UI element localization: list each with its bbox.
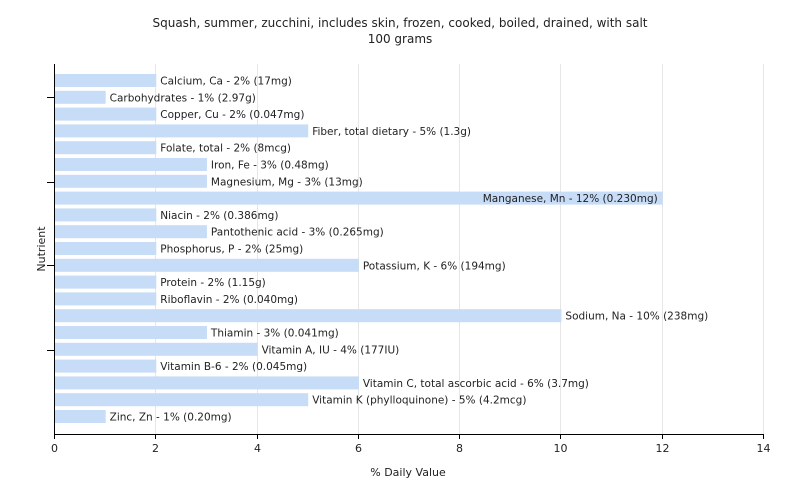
bar (55, 342, 258, 356)
bar-label: Vitamin A, IU - 4% (177IU) (262, 344, 400, 356)
grid-lines (155, 64, 764, 434)
chart-title-block: Squash, summer, zucchini, includes skin,… (0, 15, 800, 47)
x-tick-label: 2 (152, 442, 159, 455)
bar-label: Protein - 2% (1.15g) (160, 277, 266, 289)
bar-label: Potassium, K - 6% (194mg) (363, 260, 506, 272)
bar (55, 124, 309, 138)
chart-subtitle: 100 grams (367, 32, 433, 46)
bar (55, 410, 106, 423)
x-tick-label: 0 (51, 442, 58, 455)
bar (55, 376, 359, 390)
bar-label: Folate, total - 2% (8mcg) (160, 143, 291, 155)
x-tick-label: 4 (254, 442, 261, 455)
bar-label: Thiamin - 3% (0.041mg) (210, 328, 339, 340)
bar (55, 292, 157, 306)
bar-label: Calcium, Ca - 2% (17mg) (160, 76, 292, 88)
bar-label: Carbohydrates - 1% (2.97g) (110, 92, 256, 104)
bar (55, 275, 157, 289)
bar (55, 174, 207, 188)
bar-label: Sodium, Na - 10% (238mg) (565, 311, 708, 323)
bar-label: Magnesium, Mg - 3% (13mg) (211, 176, 363, 188)
bar-label: Riboflavin - 2% (0.040mg) (160, 294, 298, 306)
bar (55, 225, 207, 239)
bar (55, 326, 207, 339)
x-tick-label: 14 (757, 442, 771, 455)
bar (55, 141, 157, 155)
bar-label: Phosphorus, P - 2% (25mg) (160, 244, 303, 256)
bar-label: Niacin - 2% (0.386mg) (160, 210, 278, 222)
chart-title: Squash, summer, zucchini, includes skin,… (152, 16, 648, 30)
y-axis-label: Nutrient (35, 226, 48, 272)
bar-label: Vitamin B-6 - 2% (0.045mg) (160, 361, 307, 373)
bar (55, 359, 157, 373)
bar (55, 107, 157, 121)
x-axis-label: % Daily Value (370, 466, 446, 479)
bars-group: Calcium, Ca - 2% (17mg) Carbohydrates - 1… (55, 74, 708, 424)
bar (55, 258, 359, 272)
bar (55, 309, 562, 323)
x-tick-label: 10 (554, 442, 568, 455)
x-tick-label: 8 (456, 442, 463, 455)
bar-label: Manganese, Mn - 12% (0.230mg) (483, 193, 658, 205)
x-tick-label: 6 (355, 442, 362, 455)
bar-label: Vitamin K (phylloquinone) - 5% (4.2mcg) (312, 395, 526, 407)
bar (55, 208, 157, 222)
bar-label: Zinc, Zn - 1% (0.20mg) (110, 412, 232, 424)
bar-label: Copper, Cu - 2% (0.047mg) (160, 109, 304, 121)
bar-label: Pantothenic acid - 3% (0.265mg) (211, 227, 384, 239)
bar-label: Fiber, total dietary - 5% (1.3g) (312, 126, 471, 138)
bar-label: Iron, Fe - 3% (0.48mg) (211, 160, 329, 172)
bar (55, 74, 157, 87)
x-tick-label: 12 (656, 442, 670, 455)
bar (55, 158, 207, 171)
bar (55, 191, 663, 205)
bar (55, 393, 309, 407)
bar-label: Vitamin C, total ascorbic acid - 6% (3.7… (363, 378, 589, 390)
bar (55, 242, 157, 255)
bar (55, 90, 106, 104)
axes-group: 0 2 4 6 8 10 12 14 (47, 64, 771, 455)
